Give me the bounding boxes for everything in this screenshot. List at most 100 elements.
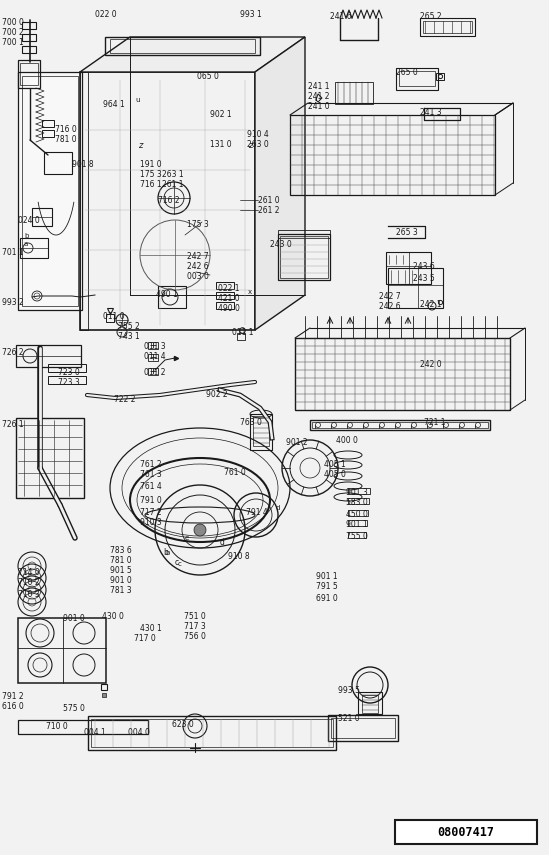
Text: 265 3: 265 3 — [396, 228, 418, 237]
Text: 781 3: 781 3 — [110, 586, 132, 595]
Text: 791 4: 791 4 — [246, 508, 268, 517]
Text: 761 0: 761 0 — [224, 468, 246, 477]
Text: 241 0: 241 0 — [308, 102, 329, 111]
Text: 721 1: 721 1 — [424, 418, 445, 427]
Text: 616 0: 616 0 — [2, 702, 24, 711]
Text: 716 1: 716 1 — [140, 180, 161, 189]
Text: 405 1: 405 1 — [324, 460, 346, 469]
Text: 242 6: 242 6 — [379, 302, 401, 311]
Text: 761 4: 761 4 — [140, 482, 162, 491]
Bar — [106, 314, 114, 322]
Text: 011 3: 011 3 — [144, 342, 166, 351]
Text: 583 0: 583 0 — [346, 498, 368, 507]
Text: 755 2: 755 2 — [118, 322, 140, 331]
Text: 263 1: 263 1 — [162, 170, 183, 179]
Text: 901 0: 901 0 — [63, 614, 85, 623]
Text: 131 0: 131 0 — [210, 140, 232, 149]
Bar — [335, 82, 373, 104]
Text: 011 4: 011 4 — [144, 352, 166, 361]
Text: 755 0: 755 0 — [346, 532, 368, 541]
Text: z: z — [248, 141, 252, 150]
Text: 701 1: 701 1 — [2, 248, 24, 257]
Bar — [348, 532, 366, 538]
Text: 022 0: 022 0 — [95, 10, 116, 19]
Text: 993 5: 993 5 — [338, 686, 360, 695]
Text: 175 3: 175 3 — [140, 170, 162, 179]
Text: 242 0: 242 0 — [420, 360, 441, 369]
Text: 08007417: 08007417 — [438, 825, 495, 839]
Bar — [310, 420, 490, 430]
Circle shape — [194, 524, 206, 536]
Polygon shape — [18, 72, 82, 310]
Bar — [348, 488, 370, 494]
Text: 024 0: 024 0 — [18, 216, 40, 225]
Bar — [396, 68, 438, 90]
Text: 691 0: 691 0 — [316, 594, 338, 603]
Text: 722 2: 722 2 — [114, 395, 136, 404]
Text: 700 2: 700 2 — [2, 28, 24, 37]
Text: 191 0: 191 0 — [140, 160, 161, 169]
Text: 901 8: 901 8 — [72, 160, 94, 169]
Text: 065 0: 065 0 — [197, 72, 219, 81]
Bar — [423, 21, 472, 33]
Text: 761 3: 761 3 — [140, 470, 162, 479]
Bar — [80, 72, 88, 330]
Bar — [110, 39, 255, 53]
Text: 781 0: 781 0 — [55, 135, 77, 144]
Text: d: d — [276, 505, 281, 511]
Bar — [216, 302, 234, 309]
Bar — [148, 354, 158, 361]
Text: 910 3: 910 3 — [140, 518, 162, 527]
Bar — [20, 238, 48, 258]
Bar — [278, 230, 330, 238]
Text: 004 0: 004 0 — [128, 728, 150, 737]
Bar — [16, 345, 81, 367]
Text: 243 6: 243 6 — [413, 262, 435, 271]
Text: 261 0: 261 0 — [258, 196, 279, 205]
Text: 993 2: 993 2 — [2, 298, 24, 307]
Bar — [388, 268, 443, 308]
Bar — [32, 208, 52, 226]
Text: 791 5: 791 5 — [316, 582, 338, 591]
Bar — [358, 692, 382, 714]
Text: 241 1: 241 1 — [308, 82, 329, 91]
Text: 763 0: 763 0 — [240, 418, 262, 427]
Text: c: c — [178, 561, 182, 567]
Text: c: c — [175, 558, 179, 567]
Text: 241 2: 241 2 — [308, 92, 329, 101]
Text: 726 2: 726 2 — [2, 348, 24, 357]
Text: 714 0: 714 0 — [18, 568, 40, 577]
Bar — [436, 73, 444, 80]
Text: 241 3: 241 3 — [420, 108, 441, 117]
Bar — [295, 338, 510, 410]
Text: 716 0: 716 0 — [55, 125, 77, 134]
Bar — [105, 37, 260, 55]
Text: 421 0: 421 0 — [218, 294, 239, 303]
Bar — [148, 368, 158, 375]
Bar — [290, 115, 495, 195]
Text: 400 0: 400 0 — [336, 436, 358, 445]
Bar — [312, 422, 488, 428]
Bar — [237, 333, 245, 340]
Text: 490 0: 490 0 — [218, 304, 240, 313]
Text: 761 2: 761 2 — [140, 460, 161, 469]
Text: 450 0: 450 0 — [346, 510, 368, 519]
Bar — [22, 46, 36, 53]
Bar — [250, 414, 272, 450]
Bar — [362, 695, 378, 713]
Text: 726 1: 726 1 — [2, 420, 24, 429]
Text: 993 1: 993 1 — [240, 10, 262, 19]
Text: z: z — [138, 141, 142, 150]
Text: 964 1: 964 1 — [103, 100, 125, 109]
Bar — [386, 252, 431, 284]
Text: 575 0: 575 0 — [63, 704, 85, 713]
Bar — [328, 715, 398, 741]
Text: 430 0: 430 0 — [102, 612, 124, 621]
Text: 716 2: 716 2 — [158, 196, 180, 205]
Text: 901 1: 901 1 — [316, 572, 338, 581]
Text: 901 3: 901 3 — [346, 488, 368, 497]
Text: 751 0: 751 0 — [184, 612, 206, 621]
Bar — [253, 416, 269, 446]
Text: 175 3: 175 3 — [187, 220, 209, 229]
Text: 791 0: 791 0 — [140, 496, 162, 505]
